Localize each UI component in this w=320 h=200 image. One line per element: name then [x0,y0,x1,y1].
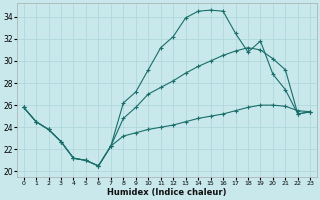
X-axis label: Humidex (Indice chaleur): Humidex (Indice chaleur) [107,188,227,197]
